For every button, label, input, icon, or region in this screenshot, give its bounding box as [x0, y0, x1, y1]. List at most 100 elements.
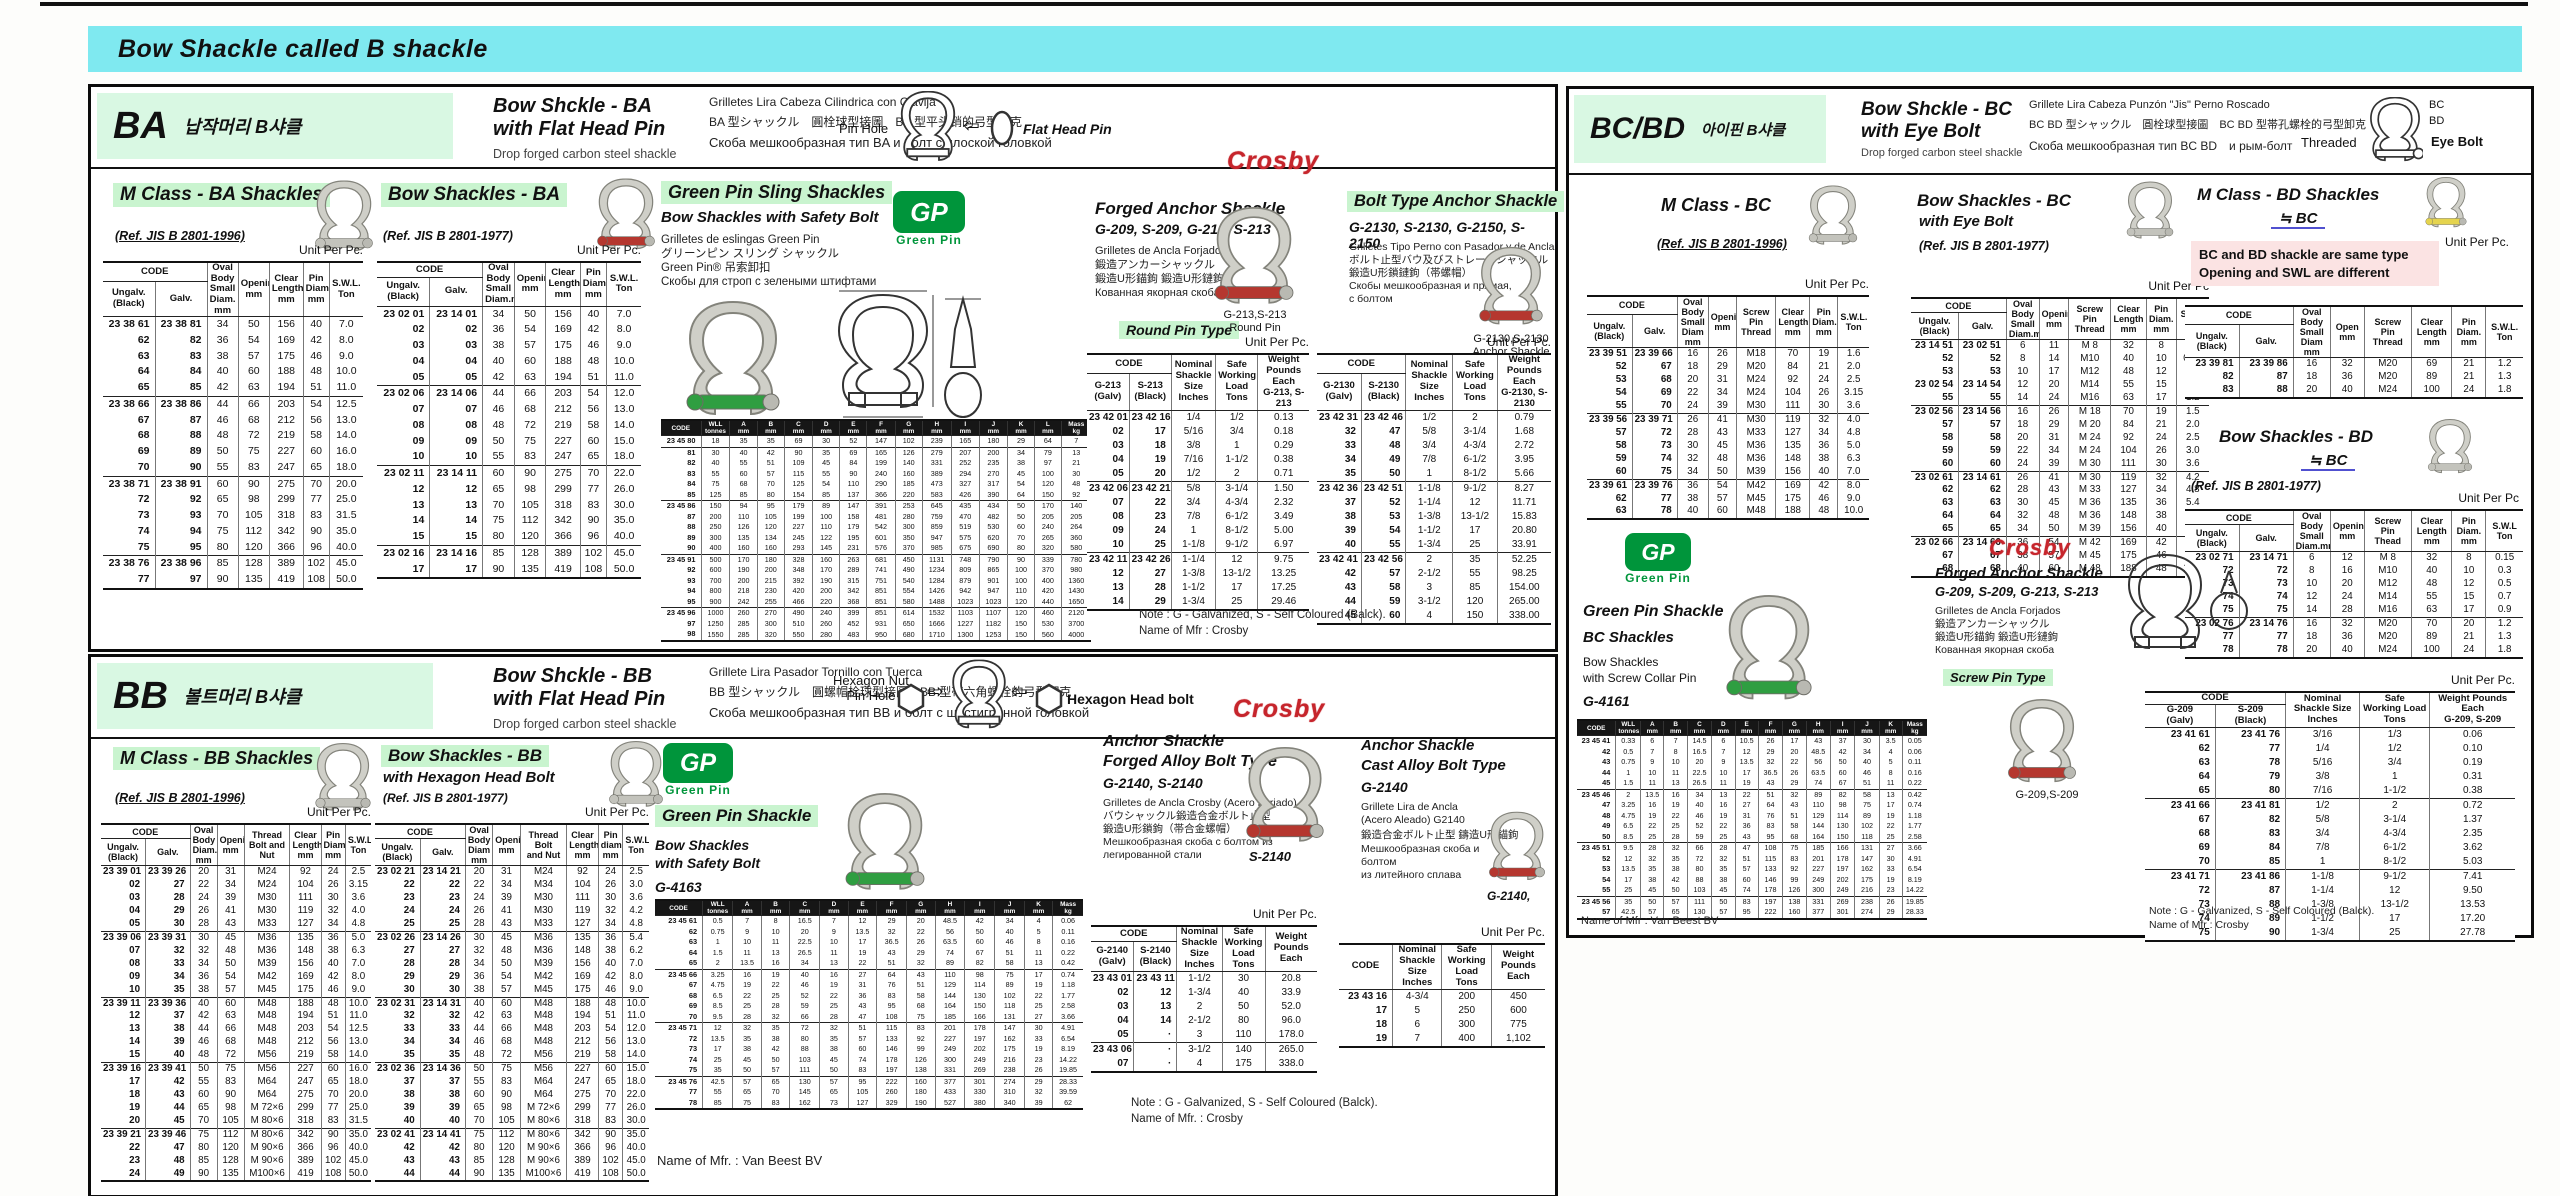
table-cell: 55 — [2410, 591, 2452, 604]
table-cell: 19 — [1878, 874, 1903, 886]
table-cell: 8-1/2 — [2359, 854, 2430, 870]
table-cell: 265.00 — [1496, 594, 1551, 609]
table-cell: 42 — [1829, 746, 1855, 758]
table-cell: 57 — [1734, 864, 1759, 875]
table-cell: 36 — [1734, 821, 1759, 832]
table-cell: 23 42 31 — [1317, 409, 1362, 425]
table-cell: 90 — [1006, 553, 1035, 566]
spec-table: CODE Nominal Shackle Size Inches Safe Work… — [1091, 924, 1317, 1073]
table-row: 64 79 3/8 1 0.31 — [2145, 769, 2515, 784]
table-cell: 40 — [482, 353, 515, 370]
table-cell: 942 — [950, 586, 980, 597]
table-cell: M56 — [519, 1049, 567, 1063]
table-cell: 63 — [1615, 505, 1627, 517]
table-cell: M48 — [243, 996, 290, 1011]
table-cell: 13 — [1711, 788, 1735, 801]
table-cell: M48 — [243, 1036, 290, 1050]
table-cell: 05 — [412, 370, 425, 383]
table-cell: 25 — [732, 1001, 762, 1012]
table-cell: 542 — [866, 522, 896, 533]
table-row: 09 34 36 54 M42 169 42 8.0 — [101, 970, 371, 984]
table-cell: 41 — [1707, 412, 1737, 427]
table-cell: 27 — [1024, 1011, 1053, 1023]
unit-per-pc-label: Unit Per Pc. — [584, 805, 649, 819]
table-row: 19 44 65 98 M 72×6 299 77 25.0 — [101, 1101, 371, 1115]
table-cell: 21 — [1809, 361, 1838, 375]
table-cell: 23 43 11 — [1133, 970, 1177, 986]
table-cell: 111 — [289, 892, 322, 906]
table-cell: 32 — [145, 944, 191, 958]
table-cell: 16 — [2292, 616, 2331, 631]
table-row: 02 27 22 34 M24 104 26 3.15 — [101, 879, 371, 893]
table-cell: 69 — [137, 445, 150, 458]
table-cell: 97 — [687, 618, 696, 628]
table-cell: 519 — [950, 522, 980, 533]
table-cell: 851 — [866, 607, 896, 619]
crosby-mfr: Name of Mfr : Crosby — [2149, 919, 2249, 931]
table-cell: 21 — [2451, 630, 2486, 644]
table-cell: 65 — [1958, 523, 2007, 537]
table-cell: 249 — [934, 1044, 965, 1055]
table-cell: 260 — [876, 1087, 907, 1098]
table-cell: 35 — [732, 1033, 762, 1045]
table-cell: 160 — [756, 543, 785, 555]
table-cell: 601 — [866, 532, 896, 544]
table-row: 23 02 26 23 14 26 30 45 M36 135 36 5.4 — [375, 930, 649, 945]
table-cell: 90 — [513, 464, 546, 482]
table-cell: 220 — [894, 489, 923, 501]
table-row: 85 125 85 80 154 85 137 366 220 583 426 390 64 150 92 — [661, 489, 1091, 501]
table-row: 03 13 2 50 52.0 — [1091, 999, 1317, 1014]
table-cell: 40 — [1676, 505, 1709, 520]
table-cell: 147 — [866, 435, 896, 448]
bc-forged-lang-es: Grilletes de Ancla Forjados — [1935, 605, 2061, 617]
table-cell: 85 — [482, 544, 515, 562]
table-cell: 28 — [1128, 580, 1172, 595]
table-cell: 169 — [289, 970, 322, 984]
table-row: 75 75 14 28 M16 63 17 0.9 — [2185, 604, 2523, 618]
table-cell: 3/4 — [1170, 495, 1216, 510]
table-cell: M56 — [243, 1049, 290, 1063]
table-cell: 2.5 — [2175, 431, 2209, 445]
table-cell: 1-1/4 — [1405, 495, 1453, 510]
table-cell: 1.68 — [1496, 424, 1551, 439]
table-cell: M24 — [1735, 387, 1776, 401]
table-cell: 13.5 — [1640, 788, 1664, 801]
gp-logo-icon: GP — [893, 191, 965, 233]
table-cell: 25 — [419, 918, 466, 932]
table-cell: M 18 — [2068, 404, 2111, 419]
table-cell: 419 — [566, 1167, 599, 1182]
table-cell: 12 — [2451, 578, 2486, 592]
table-cell: 9 — [1711, 757, 1735, 768]
spec-table: CODE WLL tonnes A mm B mm C mm D mm E mm F mm G … — [655, 899, 1083, 1111]
table-cell: 102 — [302, 555, 330, 573]
table-cell: 1/3 — [2359, 726, 2430, 742]
table-cell: 126 — [729, 522, 758, 533]
table-cell: 1650 — [1060, 596, 1091, 608]
table-cell: 5/16 — [2285, 755, 2360, 770]
table-cell: 35.0 — [328, 523, 363, 540]
table-cell: M34 — [519, 879, 567, 893]
table-cell: 222 — [1757, 907, 1783, 919]
table-header-cell: Pin Diam. mm — [579, 261, 607, 307]
table-cell: 43 — [216, 918, 245, 932]
table-cell: M24 — [243, 865, 290, 880]
table-row: 57 42.5 57 65 130 57 95 222 160 377 301 274 29 28.33 — [1577, 907, 1927, 919]
table-cell: 31 — [1734, 810, 1759, 822]
table-header-cell: Opening mm — [513, 261, 546, 307]
table-cell: 275 — [566, 1088, 599, 1102]
table-cell: 92 — [2110, 431, 2147, 445]
flat-pin-oval-icon — [989, 109, 1015, 152]
table-cell: 112 — [216, 1127, 245, 1142]
table-cell: 96.0 — [1264, 1013, 1317, 1028]
table-cell: 18 — [2292, 371, 2331, 385]
table-cell: 53 — [1942, 366, 1954, 378]
table-cell: 23 39 01 — [101, 865, 146, 880]
table-cell: 74 — [1631, 452, 1678, 466]
table-cell: 0.31 — [2429, 769, 2515, 784]
table-cell: 12.0 — [622, 1023, 649, 1037]
table-header-cell: CODE — [2185, 304, 2294, 325]
table-cell: 48.5 — [1805, 746, 1831, 758]
table-row: 23 39 01 23 39 26 20 31 M24 92 24 2.5 — [101, 865, 371, 880]
table-cell: 14 — [2292, 604, 2331, 618]
